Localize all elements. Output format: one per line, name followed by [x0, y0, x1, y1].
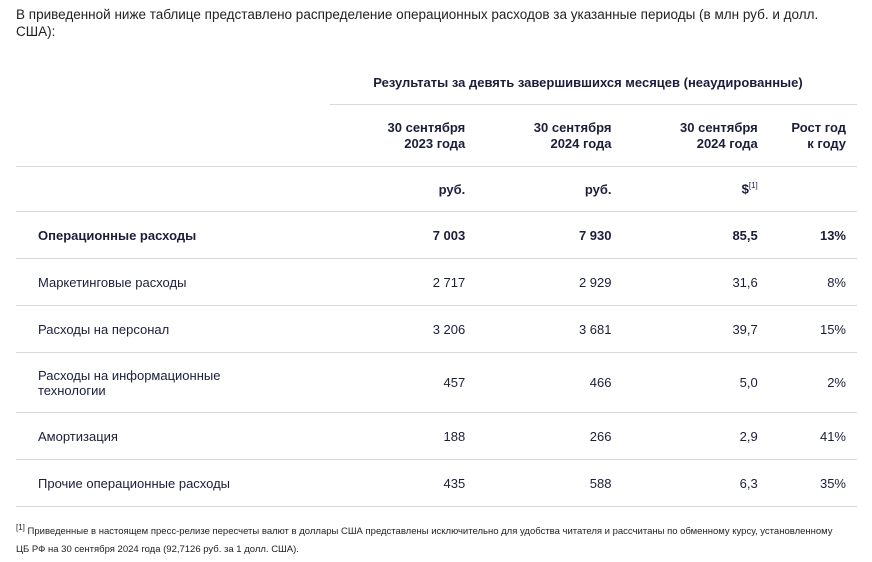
row-label: Маркетинговые расходы	[16, 258, 330, 306]
table-body: Результаты за девять завершившихся месяц…	[16, 60, 857, 507]
cell-value: 188	[330, 412, 477, 460]
group-header: Результаты за девять завершившихся месяц…	[330, 60, 857, 105]
cell-value: 6,3	[622, 459, 769, 507]
unit: $	[741, 181, 749, 197]
footnote: [1] Приведенные в настоящем пресс-релизе…	[16, 519, 846, 559]
cell-value: 2,9	[622, 412, 769, 460]
unit-cell: руб.	[476, 166, 623, 212]
cell-value: 3 206	[330, 305, 477, 353]
cell-value: 8%	[768, 258, 857, 306]
cell-value: 3 681	[476, 305, 623, 353]
column-header: 30 сентября 2024 года	[533, 119, 612, 151]
empty-cell	[768, 166, 857, 212]
unit-note: [1]	[748, 181, 758, 191]
units-row: руб. руб. $[1]	[16, 166, 857, 212]
data-row: Расходы на персонал 3 206 3 681 39,7 15%	[16, 305, 857, 353]
cell-value: 588	[476, 459, 623, 507]
column-header-cell: Рост год к году	[768, 104, 857, 167]
data-row: Операционные расходы 7 003 7 930 85,5 13%	[16, 211, 857, 259]
cell-value: 2 929	[476, 258, 623, 306]
column-header-cell: 30 сентября 2023 года	[330, 104, 477, 167]
cell-value: 15%	[768, 305, 857, 353]
row-label: Расходы на информационные технологии	[16, 352, 330, 413]
cell-value: 5,0	[622, 352, 769, 413]
cell-value: 7 930	[476, 211, 623, 259]
column-header: Рост год к году	[791, 119, 846, 151]
data-row: Амортизация 188 266 2,9 41%	[16, 412, 857, 460]
unit-cell: руб.	[330, 166, 477, 212]
unit: руб.	[584, 181, 612, 197]
unit-cell: $[1]	[622, 166, 769, 212]
column-header-row: 30 сентября 2023 года 30 сентября 2024 го…	[16, 104, 857, 167]
cell-value: 39,7	[622, 305, 769, 353]
cell-value: 2%	[768, 352, 857, 413]
cell-value: 85,5	[622, 211, 769, 259]
column-header: 30 сентября 2023 года	[387, 119, 466, 151]
unit: руб.	[438, 181, 466, 197]
cell-value: 266	[476, 412, 623, 460]
row-label: Операционные расходы	[16, 211, 330, 259]
row-label: Амортизация	[16, 412, 330, 460]
cell-value: 13%	[768, 211, 857, 259]
cell-value: 35%	[768, 459, 857, 507]
cell-value: 41%	[768, 412, 857, 460]
data-row: Расходы на информационные технологии 457 4…	[16, 352, 857, 413]
empty-cell	[16, 104, 330, 167]
cell-value: 7 003	[330, 211, 477, 259]
data-row: Маркетинговые расходы 2 717 2 929 31,6 8%	[16, 258, 857, 306]
group-row: Результаты за девять завершившихся месяц…	[16, 60, 857, 105]
footnote-text: Приведенные в настоящем пресс-релизе пер…	[16, 526, 833, 556]
intro-text: В приведенной ниже таблице представлено …	[16, 7, 819, 39]
cell-value: 31,6	[622, 258, 769, 306]
row-label: Расходы на персонал	[16, 305, 330, 353]
row-label: Прочие операционные расходы	[16, 459, 330, 507]
column-header-cell: 30 сентября 2024 года	[476, 104, 623, 167]
data-row: Прочие операционные расходы 435 588 6,3 35%	[16, 459, 857, 507]
expense-table: Результаты за девять завершившихся месяц…	[16, 60, 857, 507]
column-header-cell: 30 сентября 2024 года	[622, 104, 769, 167]
empty-cell	[16, 60, 330, 105]
footnote-marker: [1]	[16, 523, 25, 532]
cell-value: 2 717	[330, 258, 477, 306]
cell-value: 435	[330, 459, 477, 507]
cell-value: 457	[330, 352, 477, 413]
empty-cell	[16, 166, 330, 212]
column-header: 30 сентября 2024 года	[680, 119, 758, 151]
cell-value: 466	[476, 352, 623, 413]
